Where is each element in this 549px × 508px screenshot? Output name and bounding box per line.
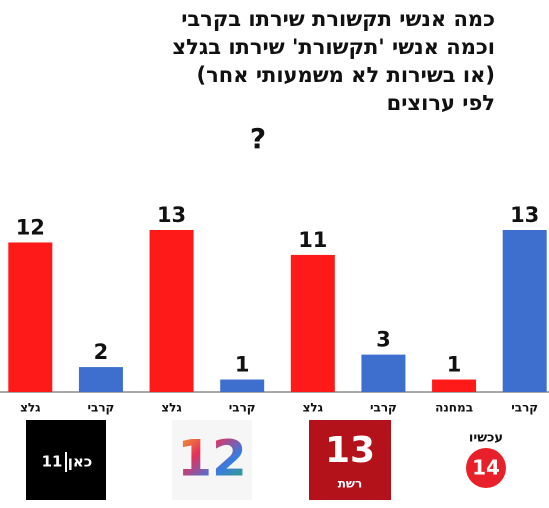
logo-number: 13 [325, 430, 375, 471]
logo-name: עכשיו [469, 431, 503, 446]
value-label: 1 [447, 353, 462, 377]
x-tick-label: במחנה [435, 401, 473, 415]
value-label: 3 [376, 328, 391, 352]
x-tick-label: גלצ [20, 401, 41, 415]
value-label: 11 [298, 228, 327, 252]
logo-bg [309, 420, 391, 500]
value-label: 12 [16, 215, 45, 239]
title-line: כמה אנשי תקשורת שירתו בקרבי [181, 7, 495, 31]
bar [432, 379, 477, 392]
bar [290, 254, 335, 392]
value-label: 1 [235, 353, 250, 377]
logo: 12 [172, 420, 252, 500]
bar [78, 367, 123, 392]
x-tick-label: קרבי [87, 401, 114, 415]
logo-number: 12 [177, 430, 247, 488]
logo: 13 רשת [309, 420, 391, 500]
logo-number: 14 [472, 456, 500, 480]
x-tick-label: קרבי [370, 401, 397, 415]
value-label: 13 [510, 203, 539, 227]
value-label: 13 [157, 203, 186, 227]
title-line: וכמה אנשי 'תקשורת' שירתו בגלצ [172, 35, 495, 59]
bar [149, 230, 194, 392]
logo-bg [172, 420, 252, 500]
bar [220, 379, 265, 392]
title-line: לפי ערוצים [387, 91, 495, 115]
x-tick-label: קרבי [511, 401, 538, 415]
logo-circle [466, 448, 506, 488]
x-tick-label: גלצ [303, 401, 324, 415]
logo: 11 כאן [26, 420, 106, 500]
bar [8, 242, 53, 392]
x-tick-label: קרבי [229, 401, 256, 415]
logo-name: כאן [68, 453, 93, 471]
logo-name: רשת [338, 477, 363, 491]
logo: עכשיו 14 [466, 431, 506, 488]
title-line: ? [250, 122, 266, 155]
bar [502, 230, 547, 392]
x-tick-label: גלצ [161, 401, 182, 415]
logo-number: 11 [42, 453, 63, 471]
value-label: 2 [94, 340, 109, 364]
bar [361, 354, 406, 392]
title-line: (או בשירות לא משמעותי אחר) [197, 63, 495, 87]
